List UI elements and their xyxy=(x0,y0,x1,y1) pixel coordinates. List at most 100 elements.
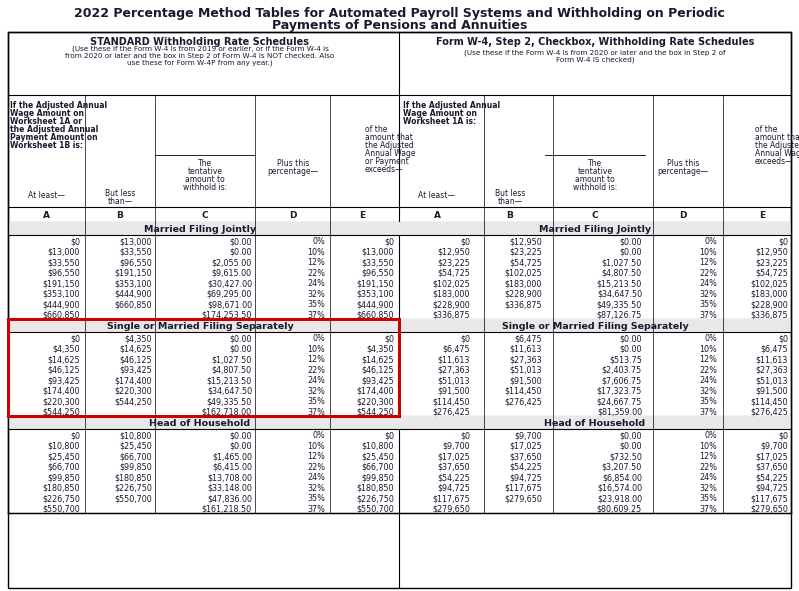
Text: $47,836.00: $47,836.00 xyxy=(207,494,252,504)
Text: Head of Household: Head of Household xyxy=(149,419,251,428)
Text: withhold is:: withhold is: xyxy=(573,183,617,191)
Text: $276,425: $276,425 xyxy=(432,408,470,417)
Text: amount to: amount to xyxy=(185,174,225,183)
Text: 35%: 35% xyxy=(307,397,325,406)
Text: 22%: 22% xyxy=(699,366,717,375)
Text: 32%: 32% xyxy=(699,290,717,298)
Text: $0.00: $0.00 xyxy=(619,248,642,256)
Text: $353,100: $353,100 xyxy=(114,280,152,288)
Text: $0: $0 xyxy=(460,335,470,343)
Text: $279,650: $279,650 xyxy=(432,505,470,514)
Text: $336,875: $336,875 xyxy=(432,311,470,320)
Text: $660,850: $660,850 xyxy=(42,311,80,320)
Text: $0.00: $0.00 xyxy=(619,237,642,246)
Text: $2,403.75: $2,403.75 xyxy=(602,366,642,375)
Text: $23,225: $23,225 xyxy=(509,248,542,256)
Text: $94,725: $94,725 xyxy=(509,473,542,482)
Text: $228,900: $228,900 xyxy=(750,300,788,309)
Text: 0%: 0% xyxy=(704,431,717,440)
Text: $220,300: $220,300 xyxy=(114,387,152,396)
Text: 35%: 35% xyxy=(307,494,325,504)
Text: or Payment: or Payment xyxy=(365,157,409,167)
Text: $37,650: $37,650 xyxy=(755,463,788,472)
Text: $180,850: $180,850 xyxy=(42,484,80,493)
Text: $0.00: $0.00 xyxy=(229,335,252,343)
Text: $54,725: $54,725 xyxy=(509,258,542,267)
Text: Payment Amount on: Payment Amount on xyxy=(10,132,97,141)
Text: $37,650: $37,650 xyxy=(437,463,470,472)
Text: 35%: 35% xyxy=(307,300,325,309)
Text: $11,613: $11,613 xyxy=(756,355,788,364)
Text: $11,613: $11,613 xyxy=(510,345,542,354)
Text: $550,700: $550,700 xyxy=(42,505,80,514)
Text: $0: $0 xyxy=(70,335,80,343)
Text: tentative: tentative xyxy=(578,167,613,176)
Text: The: The xyxy=(198,158,212,167)
Text: $6,475: $6,475 xyxy=(515,335,542,343)
Text: C: C xyxy=(201,210,209,219)
Text: 24%: 24% xyxy=(699,376,717,385)
Text: $0: $0 xyxy=(384,237,394,246)
Text: $54,725: $54,725 xyxy=(437,269,470,278)
Text: $183,000: $183,000 xyxy=(505,280,542,288)
Text: amount to: amount to xyxy=(575,174,615,183)
Text: $114,450: $114,450 xyxy=(504,387,542,396)
Text: than—: than— xyxy=(107,196,133,206)
Text: $17,323.75: $17,323.75 xyxy=(597,387,642,396)
Text: $2,055.00: $2,055.00 xyxy=(212,258,252,267)
Text: 24%: 24% xyxy=(307,376,325,385)
Text: $102,025: $102,025 xyxy=(504,269,542,278)
Text: $46,125: $46,125 xyxy=(119,355,152,364)
Text: $99,850: $99,850 xyxy=(47,473,80,482)
Text: D: D xyxy=(289,210,296,219)
Text: $96,550: $96,550 xyxy=(47,269,80,278)
Text: Annual Wage: Annual Wage xyxy=(365,150,415,158)
Text: $12,950: $12,950 xyxy=(509,237,542,246)
Text: $25,450: $25,450 xyxy=(47,452,80,461)
Text: $46,125: $46,125 xyxy=(361,366,394,375)
Text: 37%: 37% xyxy=(307,505,325,514)
Text: Head of Household: Head of Household xyxy=(544,419,646,428)
Text: B: B xyxy=(117,210,123,219)
Text: 37%: 37% xyxy=(307,408,325,417)
Text: 0%: 0% xyxy=(312,335,325,343)
Text: $1,027.50: $1,027.50 xyxy=(212,355,252,364)
Text: $0: $0 xyxy=(384,335,394,343)
Text: $444,900: $444,900 xyxy=(356,300,394,309)
Text: A: A xyxy=(42,210,50,219)
Text: $33,148.00: $33,148.00 xyxy=(207,484,252,493)
Text: If the Adjusted Annual: If the Adjusted Annual xyxy=(403,100,500,109)
Text: $353,100: $353,100 xyxy=(356,290,394,298)
Text: percentage—: percentage— xyxy=(658,167,709,176)
Bar xyxy=(8,319,399,332)
Text: $93,425: $93,425 xyxy=(119,366,152,375)
Text: $0: $0 xyxy=(460,237,470,246)
Text: $81,359.00: $81,359.00 xyxy=(597,408,642,417)
Text: withhold is:: withhold is: xyxy=(183,183,227,191)
Text: $27,363: $27,363 xyxy=(755,366,788,375)
Text: $102,025: $102,025 xyxy=(750,280,788,288)
Text: $180,850: $180,850 xyxy=(114,473,152,482)
Text: tentative: tentative xyxy=(188,167,222,176)
Text: 32%: 32% xyxy=(307,484,325,493)
Text: 24%: 24% xyxy=(307,473,325,482)
Text: 24%: 24% xyxy=(307,280,325,288)
Text: $13,000: $13,000 xyxy=(362,248,394,256)
Text: $99,850: $99,850 xyxy=(361,473,394,482)
Text: $732.50: $732.50 xyxy=(609,452,642,461)
Text: $191,150: $191,150 xyxy=(42,280,80,288)
Text: $0.00: $0.00 xyxy=(229,345,252,354)
Text: $93,425: $93,425 xyxy=(361,376,394,385)
Text: $15,213.50: $15,213.50 xyxy=(597,280,642,288)
Text: $444,900: $444,900 xyxy=(114,290,152,298)
Text: 24%: 24% xyxy=(699,473,717,482)
Text: Single or Married Filing Separately: Single or Married Filing Separately xyxy=(502,322,689,331)
Text: 35%: 35% xyxy=(699,494,717,504)
Text: 10%: 10% xyxy=(699,248,717,256)
Text: $13,000: $13,000 xyxy=(120,237,152,246)
Text: $183,000: $183,000 xyxy=(750,290,788,298)
Text: $15,213.50: $15,213.50 xyxy=(207,376,252,385)
Text: $14,625: $14,625 xyxy=(47,355,80,364)
Text: Married Filing Jointly: Married Filing Jointly xyxy=(539,225,651,234)
Text: $49,335.50: $49,335.50 xyxy=(207,397,252,406)
